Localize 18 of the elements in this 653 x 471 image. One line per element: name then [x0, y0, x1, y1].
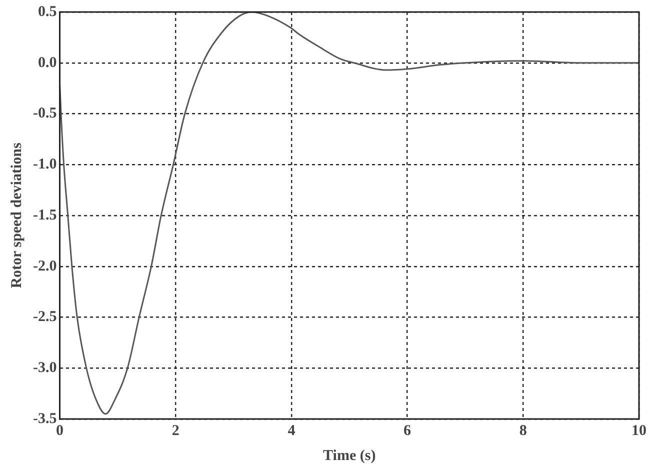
y-tick-label: -1.5: [32, 207, 57, 224]
x-axis-title: Time (s): [323, 448, 376, 464]
y-axis-title: Rotor speed deviations: [8, 142, 25, 288]
y-tick-label: -0.5: [32, 106, 57, 122]
x-tick-label: 8: [519, 422, 527, 439]
x-tick-label: 10: [632, 422, 646, 439]
x-tick-label: 2: [172, 422, 180, 439]
x-tick-label: 0: [56, 422, 64, 439]
y-tick-label: -2.0: [32, 258, 57, 274]
y-tick-label: 0.5: [38, 4, 57, 20]
y-tick-label: -2.5: [32, 309, 57, 326]
y-tick-label: -3.5: [32, 410, 57, 427]
y-tick-label: 0.0: [38, 54, 57, 71]
x-tick-label: 6: [404, 422, 412, 439]
y-tick-label: -1.0: [32, 156, 57, 172]
y-tick-label: -3.0: [32, 360, 57, 376]
x-tick-label: 4: [288, 422, 296, 439]
line-series: [60, 12, 639, 415]
